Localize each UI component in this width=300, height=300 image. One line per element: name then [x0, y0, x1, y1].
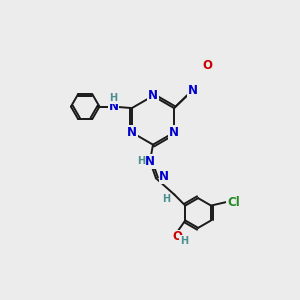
Text: H: H — [137, 156, 145, 166]
Text: N: N — [145, 155, 155, 168]
Text: N: N — [108, 100, 118, 113]
Text: N: N — [127, 126, 137, 139]
Text: H: H — [162, 194, 170, 204]
Text: N: N — [169, 126, 179, 139]
Text: O: O — [202, 59, 212, 72]
Text: N: N — [188, 84, 197, 97]
Text: N: N — [188, 84, 197, 97]
Text: O: O — [172, 230, 182, 243]
Text: Cl: Cl — [227, 196, 240, 208]
Text: N: N — [148, 89, 158, 102]
Text: H: H — [180, 236, 188, 246]
Text: N: N — [159, 170, 169, 183]
Text: H: H — [110, 93, 118, 103]
